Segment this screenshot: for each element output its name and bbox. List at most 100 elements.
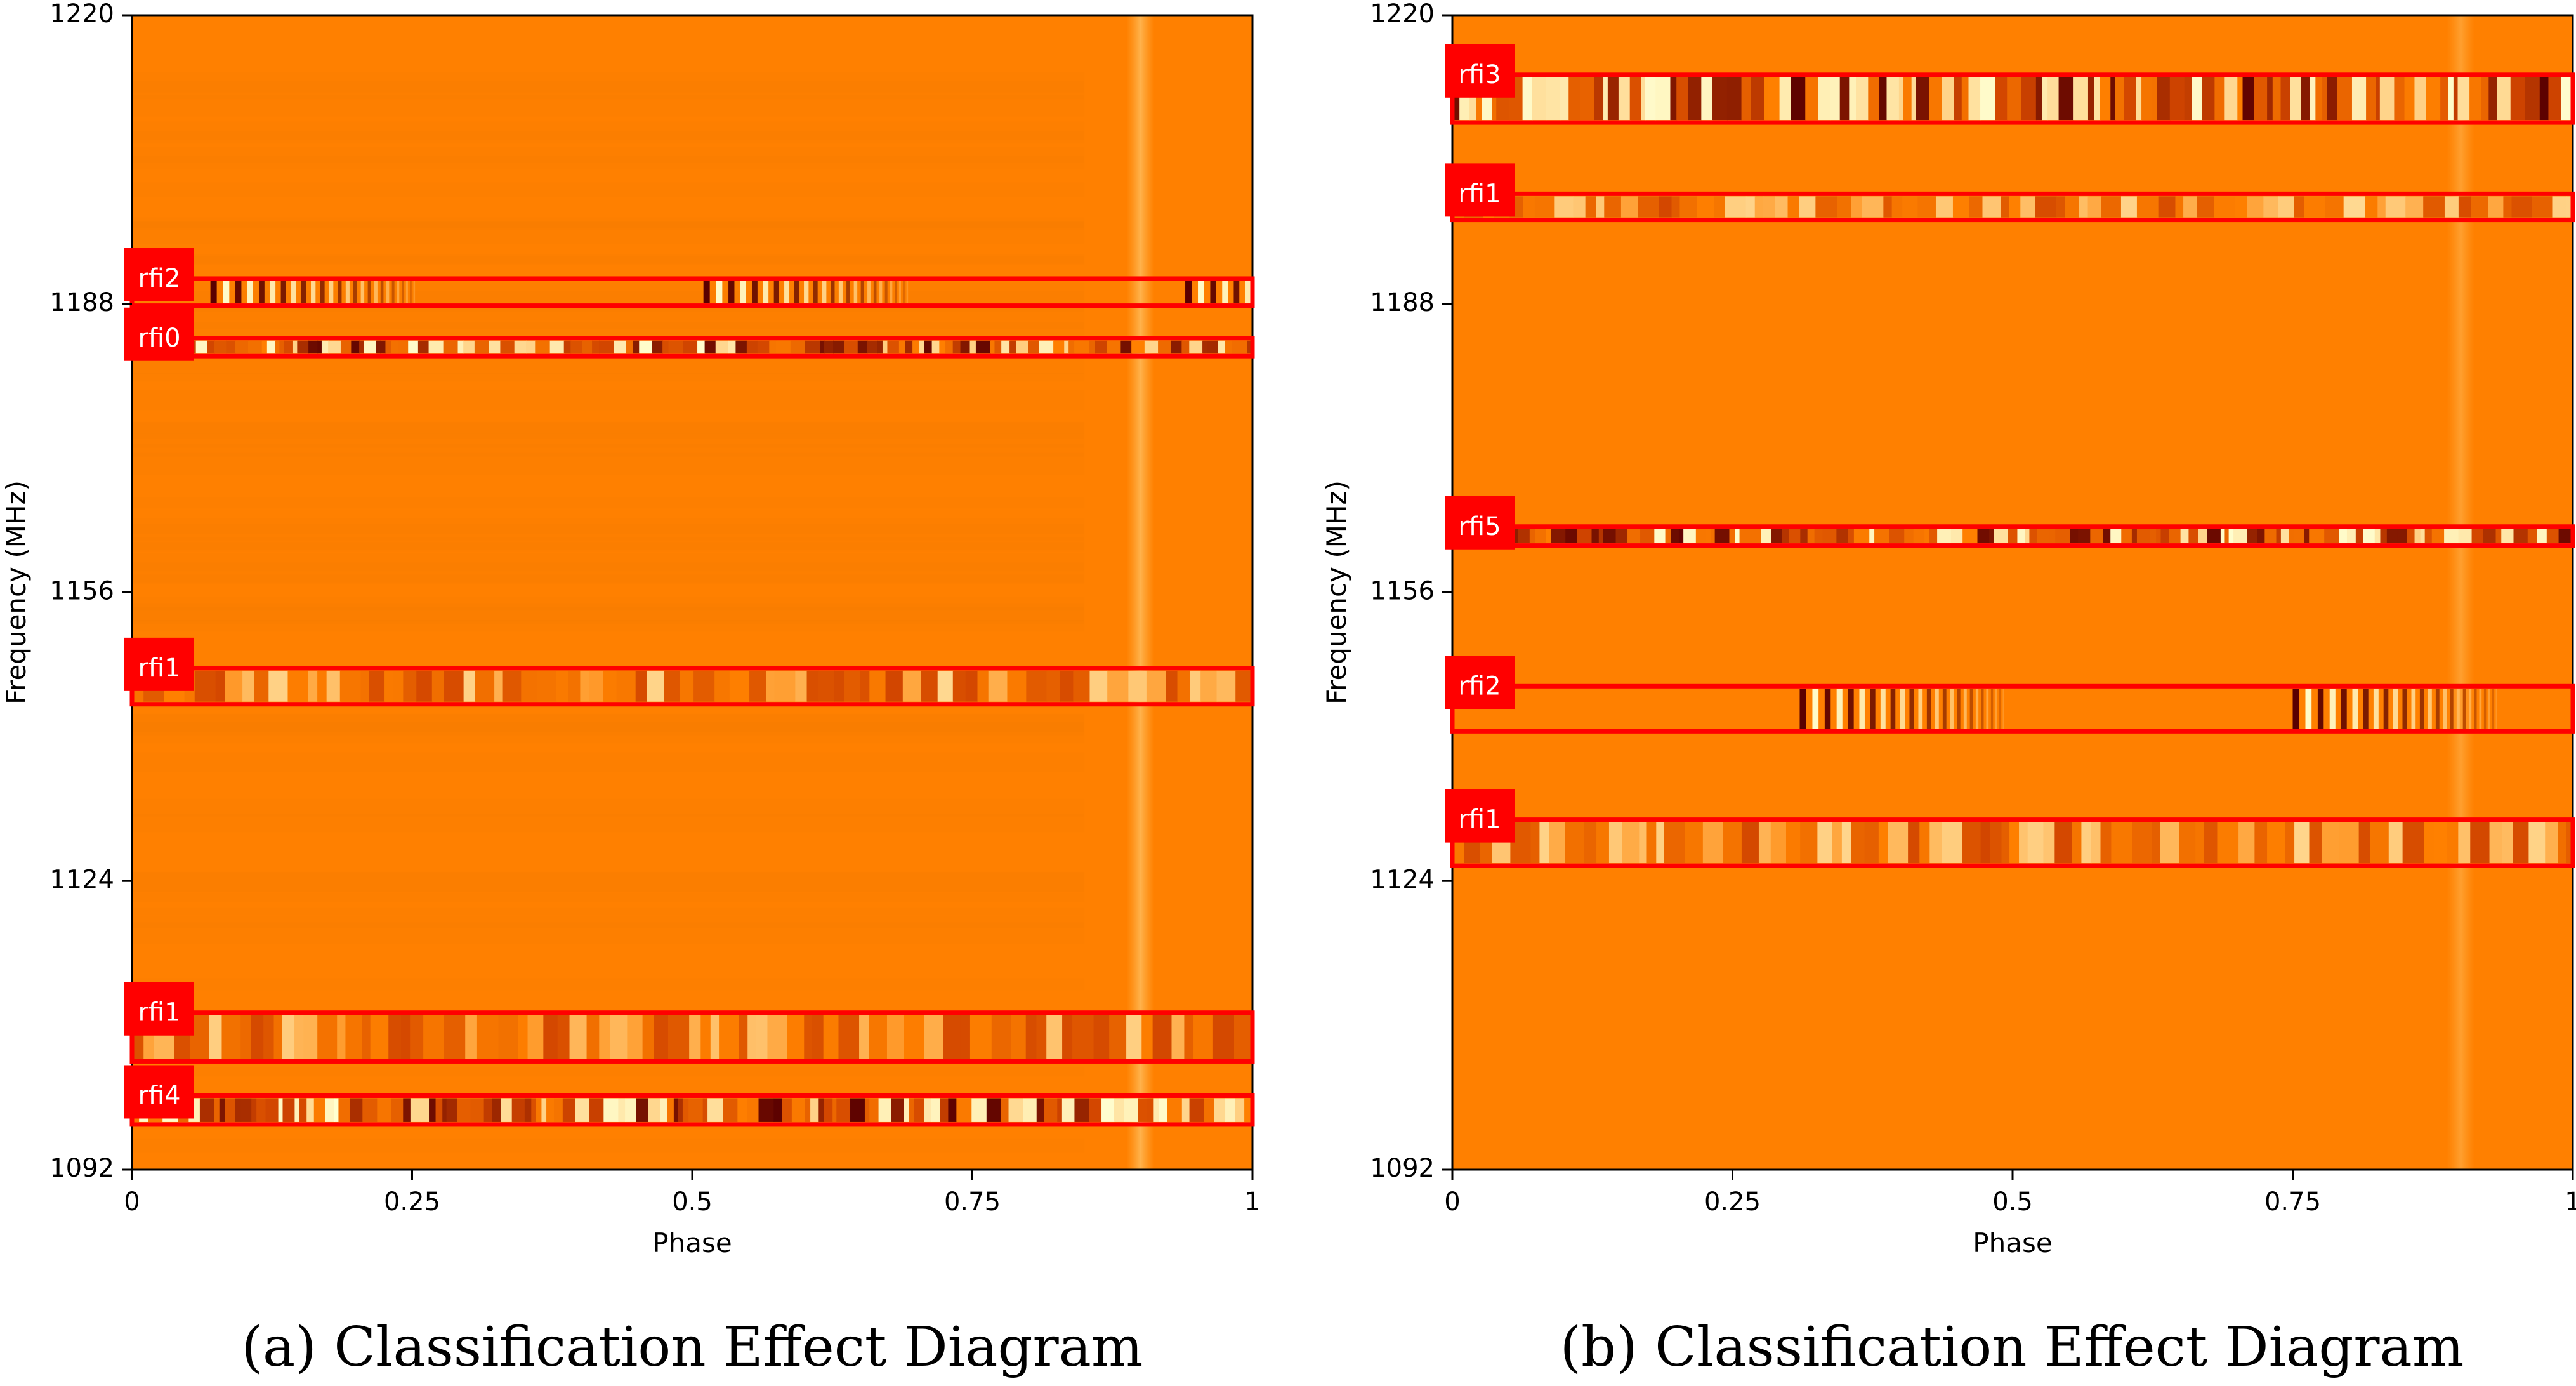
band-stripe xyxy=(1986,689,1989,729)
band-stripe xyxy=(791,1098,806,1122)
band-stripe xyxy=(869,1015,888,1059)
band-stripe xyxy=(1785,822,1801,864)
band-stripe xyxy=(1517,529,1530,543)
band-stripe xyxy=(2197,196,2215,218)
band-stripe xyxy=(1859,689,1865,729)
band-stripe xyxy=(240,1015,252,1059)
band-stripe xyxy=(739,1015,749,1059)
band-stripe xyxy=(1879,77,1888,121)
band-stripe xyxy=(1697,196,1715,218)
band-stripe xyxy=(775,340,791,354)
band-stripe xyxy=(948,1098,957,1122)
band-stripe xyxy=(1207,340,1219,354)
band-stripe xyxy=(1898,77,1904,121)
band-stripe xyxy=(2152,822,2161,864)
band-stripe xyxy=(416,670,433,702)
noise-stripe xyxy=(132,553,1085,572)
noise-stripe xyxy=(132,562,1085,583)
band-stripe xyxy=(2110,77,2116,121)
band-stripe xyxy=(2545,822,2559,864)
noise-stripe xyxy=(132,121,1085,140)
noise-stripe xyxy=(132,752,1085,772)
band-stripe xyxy=(790,340,806,354)
band-stripe xyxy=(1166,670,1178,702)
band-stripe xyxy=(1676,77,1689,121)
band-stripe xyxy=(1822,529,1837,543)
band-stripe xyxy=(1886,77,1900,121)
band-stripe xyxy=(931,1098,941,1122)
band-stripe xyxy=(945,340,954,354)
band-stripe xyxy=(1878,822,1889,864)
band-stripe xyxy=(514,340,527,354)
band-stripe xyxy=(317,340,322,354)
band-stripe xyxy=(2267,77,2273,121)
panel-b: rfi3 rfi1 rfi5 rfi2 rfi1 0 0.25 0.5 0.75 1 1092 112… xyxy=(1321,0,2576,1379)
x-tick-label: 0.25 xyxy=(1704,1187,1761,1217)
band-stripe xyxy=(209,1015,223,1059)
panel-a: rfi2 rfi0 rfi1 rfi1 rfi4 0 0.25 0.5 0.75 1 1092 112… xyxy=(1,0,1332,1379)
band-stripe xyxy=(794,280,799,303)
band-stripe xyxy=(2290,77,2302,121)
band-stripe xyxy=(1851,822,1865,864)
band-stripe xyxy=(570,340,583,354)
band-stripe xyxy=(2420,529,2426,543)
band-stripe xyxy=(1320,281,1324,303)
band-stripe xyxy=(444,670,464,702)
band-stripe xyxy=(219,1098,226,1122)
band-stripe xyxy=(2537,529,2547,543)
band-stripe xyxy=(2539,77,2549,121)
band-stripe xyxy=(2339,822,2360,864)
noise-stripe xyxy=(132,444,1085,457)
band-stripe xyxy=(278,1098,284,1122)
noise-stripe xyxy=(132,714,1085,736)
band-stripe xyxy=(2414,77,2427,121)
band-stripe xyxy=(2049,529,2056,543)
band-stripe xyxy=(1678,529,1685,543)
band-stripe xyxy=(2292,689,2299,729)
band-stripe xyxy=(2280,77,2291,121)
y-tick-label: 1220 xyxy=(1370,0,1435,29)
band-stripe xyxy=(501,1098,513,1122)
band-stripe xyxy=(266,340,276,354)
band-stripe xyxy=(2321,822,2340,864)
band-stripe xyxy=(431,670,445,702)
band-stripe xyxy=(582,340,593,354)
band-stripe xyxy=(1990,689,1994,729)
band-stripe xyxy=(556,670,569,702)
band-stripe xyxy=(1328,281,1332,303)
band-stripe xyxy=(1181,1098,1190,1122)
band-stripe xyxy=(2234,196,2248,218)
y-tick-label: 1156 xyxy=(49,577,114,606)
y-axis-label: Frequency (MHz) xyxy=(1321,480,1352,704)
band-stripe xyxy=(1950,689,1954,729)
band-stripe xyxy=(2471,529,2484,543)
band-stripe xyxy=(1234,1015,1252,1059)
band-stripe xyxy=(1787,196,1800,218)
band-stripe xyxy=(1999,689,2001,729)
band-stripe xyxy=(1849,77,1856,121)
band-stripe xyxy=(531,1098,537,1122)
band-stripe xyxy=(402,280,404,303)
rfi-band-rfi2 xyxy=(210,280,1332,303)
band-stripe xyxy=(2214,77,2226,121)
band-stripe xyxy=(860,670,871,702)
band-stripe xyxy=(1989,529,1995,543)
rfi-label: rfi3 xyxy=(1458,60,1501,89)
band-stripe xyxy=(270,280,276,303)
band-stripe xyxy=(2224,529,2230,543)
noise-stripe xyxy=(132,872,1085,892)
band-stripe xyxy=(1235,670,1252,702)
band-stripe xyxy=(2263,196,2280,218)
rfi-band-rfi3 xyxy=(1452,77,2573,121)
noise-stripe xyxy=(132,131,1085,144)
band-stripe xyxy=(2343,196,2366,218)
band-stripe xyxy=(2009,196,2021,218)
band-stripe xyxy=(2238,822,2256,864)
band-stripe xyxy=(592,340,600,354)
band-stripe xyxy=(321,340,329,354)
band-stripe xyxy=(2047,77,2060,121)
noise-stripe xyxy=(132,256,1085,264)
band-stripe xyxy=(2380,529,2388,543)
band-stripe xyxy=(2017,529,2026,543)
band-stripe xyxy=(1654,529,1666,543)
